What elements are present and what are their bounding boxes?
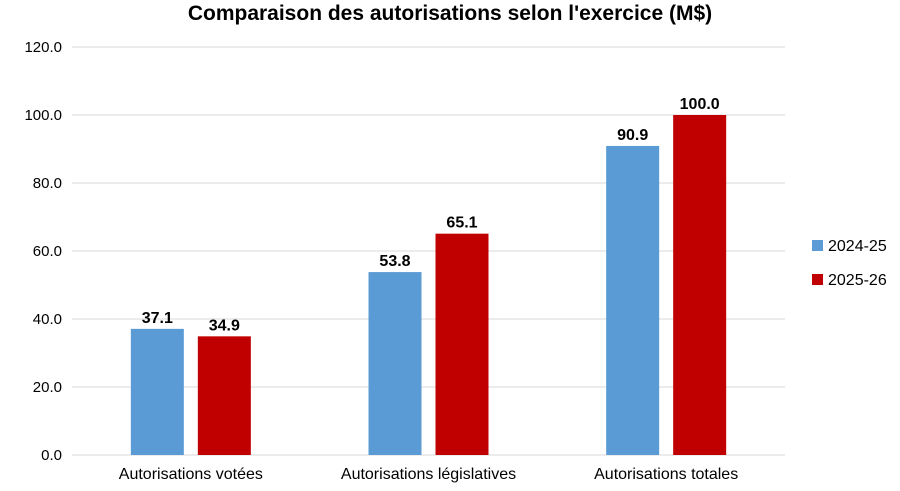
- y-axis-tick-labels: 0.0 20.0 40.0 60.0 80.0 100.0 120.0: [24, 39, 62, 464]
- data-label: 90.9: [617, 127, 648, 144]
- data-label: 37.1: [142, 310, 173, 327]
- chart-title: Comparaison des autorisations selon l'ex…: [187, 2, 713, 25]
- bar: [197, 336, 251, 455]
- x-category-label: Autorisations totales: [594, 466, 738, 483]
- x-axis-category-labels: Autorisations votées Autorisations législ…: [119, 466, 738, 483]
- y-tick-label: 80.0: [33, 175, 62, 192]
- y-tick-label: 20.0: [33, 379, 62, 396]
- data-label: 34.9: [209, 317, 240, 334]
- bar: [606, 145, 660, 455]
- legend: 2024-25 2025-26: [812, 238, 887, 289]
- bar: [673, 115, 727, 455]
- x-category-label: Autorisations votées: [119, 466, 263, 483]
- y-tick-label: 0.0: [41, 447, 62, 464]
- gridlines: [72, 46, 785, 456]
- bars: [130, 115, 727, 455]
- bar: [130, 328, 184, 455]
- data-label: 100.0: [680, 96, 720, 113]
- x-category-label: Autorisations législatives: [341, 466, 516, 483]
- y-tick-label: 100.0: [24, 107, 62, 124]
- y-tick-label: 40.0: [33, 311, 62, 328]
- y-tick-label: 60.0: [33, 243, 62, 260]
- data-labels: 37.1 34.9 53.8 65.1 90.9 100.0: [142, 96, 720, 334]
- legend-swatch: [812, 240, 823, 251]
- data-label: 65.1: [446, 215, 477, 232]
- bar: [368, 272, 422, 455]
- legend-label: 2025-26: [828, 272, 887, 289]
- legend-label: 2024-25: [828, 238, 887, 255]
- bar: [435, 233, 489, 455]
- legend-swatch: [812, 274, 823, 285]
- y-tick-label: 120.0: [24, 39, 62, 56]
- data-label: 53.8: [379, 253, 410, 270]
